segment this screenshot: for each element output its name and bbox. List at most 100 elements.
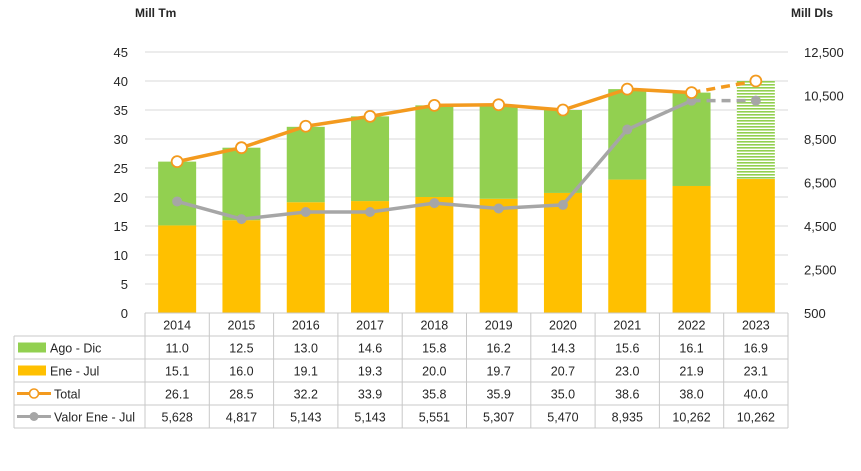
data-label: 35.0 — [551, 388, 575, 402]
valor-point — [300, 207, 311, 218]
data-label: 19.7 — [486, 365, 510, 379]
data-label: 35.8 — [422, 388, 446, 402]
left-axis-label: Mill Tm — [135, 6, 176, 20]
legend-entry: Total — [54, 388, 80, 402]
data-label: 16.9 — [744, 342, 768, 356]
legend-entry: Valor Ene - Jul — [54, 411, 135, 425]
legend-swatch — [18, 365, 46, 376]
valor-point — [557, 199, 568, 210]
total-point — [620, 82, 634, 96]
bar-ene-jul — [286, 202, 325, 313]
left-tick-label: 40 — [114, 74, 128, 89]
data-label: 28.5 — [229, 388, 253, 402]
right-tick-label: 6,500 — [804, 176, 837, 191]
total-point — [363, 109, 377, 123]
bar-ago-dic — [543, 110, 582, 193]
bar-ene-jul — [543, 192, 582, 313]
category-label: 2015 — [228, 319, 256, 333]
data-label: 13.0 — [294, 342, 318, 356]
category-label: 2014 — [163, 319, 191, 333]
total-point — [749, 74, 763, 88]
total-point — [556, 103, 570, 117]
right-tick-label: 500 — [804, 306, 826, 321]
valor-point — [429, 198, 440, 209]
left-tick-label: 5 — [121, 277, 128, 292]
left-tick-label: 25 — [114, 161, 128, 176]
bar-ene-jul — [736, 179, 775, 313]
legend-entry: Ene - Jul — [50, 365, 99, 379]
data-label: 15.1 — [165, 365, 189, 379]
left-tick-label: 20 — [114, 190, 128, 205]
right-axis-label: Mill Dls — [791, 6, 833, 20]
data-label: 38.6 — [615, 388, 639, 402]
data-label: 19.1 — [294, 365, 318, 379]
bar-ene-jul — [415, 197, 454, 313]
right-tick-label: 12,500 — [804, 45, 844, 60]
data-label: 16.1 — [679, 342, 703, 356]
data-label: 5,143 — [290, 411, 321, 425]
category-label: 2021 — [613, 319, 641, 333]
data-label: 14.3 — [551, 342, 575, 356]
total-point — [492, 98, 506, 112]
data-label: 5,143 — [354, 411, 385, 425]
data-label: 23.0 — [615, 365, 639, 379]
series-lines — [170, 74, 763, 225]
valor-point — [236, 214, 247, 225]
right-tick-label: 8,500 — [804, 132, 837, 147]
data-label: 20.0 — [422, 365, 446, 379]
data-label: 12.5 — [229, 342, 253, 356]
category-label: 2017 — [356, 319, 384, 333]
left-tick-label: 45 — [114, 45, 128, 60]
right-tick-label: 10,500 — [804, 89, 844, 104]
legend-marker — [28, 388, 40, 399]
data-label: 11.0 — [165, 342, 188, 356]
data-label: 14.6 — [358, 342, 382, 356]
left-tick-label: 30 — [114, 132, 128, 147]
valor-point — [365, 207, 376, 218]
bar-ago-dic — [158, 161, 197, 226]
data-label: 5,551 — [419, 411, 450, 425]
data-label: 35.9 — [486, 388, 510, 402]
valor-point — [750, 95, 761, 106]
data-label: 15.6 — [615, 342, 639, 356]
left-tick-label: 35 — [114, 103, 128, 118]
legend-entry: Ago - Dic — [50, 342, 101, 356]
data-label: 4,817 — [226, 411, 257, 425]
left-tick-label: 15 — [114, 219, 128, 234]
legend-marker — [29, 412, 39, 421]
data-label: 23.1 — [744, 365, 768, 379]
data-table: 2014 2015 2016 2017 2018 2019 2020 2021 2022 2023… — [13, 312, 789, 429]
data-label: 20.7 — [551, 365, 575, 379]
bar-ene-jul — [222, 220, 261, 313]
bar-ene-jul — [608, 179, 647, 313]
data-label: 40.0 — [744, 388, 768, 402]
data-label: 16.0 — [229, 365, 253, 379]
data-label: 19.3 — [358, 365, 382, 379]
data-label: 5,307 — [483, 411, 514, 425]
data-label: 26.1 — [165, 388, 189, 402]
category-label: 2019 — [485, 319, 513, 333]
data-label: 32.2 — [294, 388, 318, 402]
data-label: 33.9 — [358, 388, 382, 402]
category-label: 2022 — [678, 319, 706, 333]
bar-ene-jul — [479, 198, 518, 313]
total-point — [170, 155, 184, 169]
category-label: 2020 — [549, 319, 577, 333]
bar-ene-jul — [158, 225, 197, 313]
data-label: 21.9 — [679, 365, 703, 379]
category-label: 2018 — [420, 319, 448, 333]
bar-ago-dic — [351, 116, 390, 202]
bar-ene-jul — [351, 201, 390, 313]
total-point — [235, 141, 248, 155]
data-label: 8,935 — [612, 411, 643, 425]
left-tick-label: 0 — [121, 306, 128, 321]
bar-ago-dic — [415, 105, 454, 197]
total-point — [427, 98, 441, 112]
valor-point — [172, 196, 183, 207]
left-axis-ticks: 0 5 10 15 20 25 30 35 40 45 — [114, 45, 128, 321]
category-label: 2016 — [292, 319, 320, 333]
right-tick-label: 4,500 — [804, 219, 837, 234]
valor-point — [622, 124, 633, 135]
